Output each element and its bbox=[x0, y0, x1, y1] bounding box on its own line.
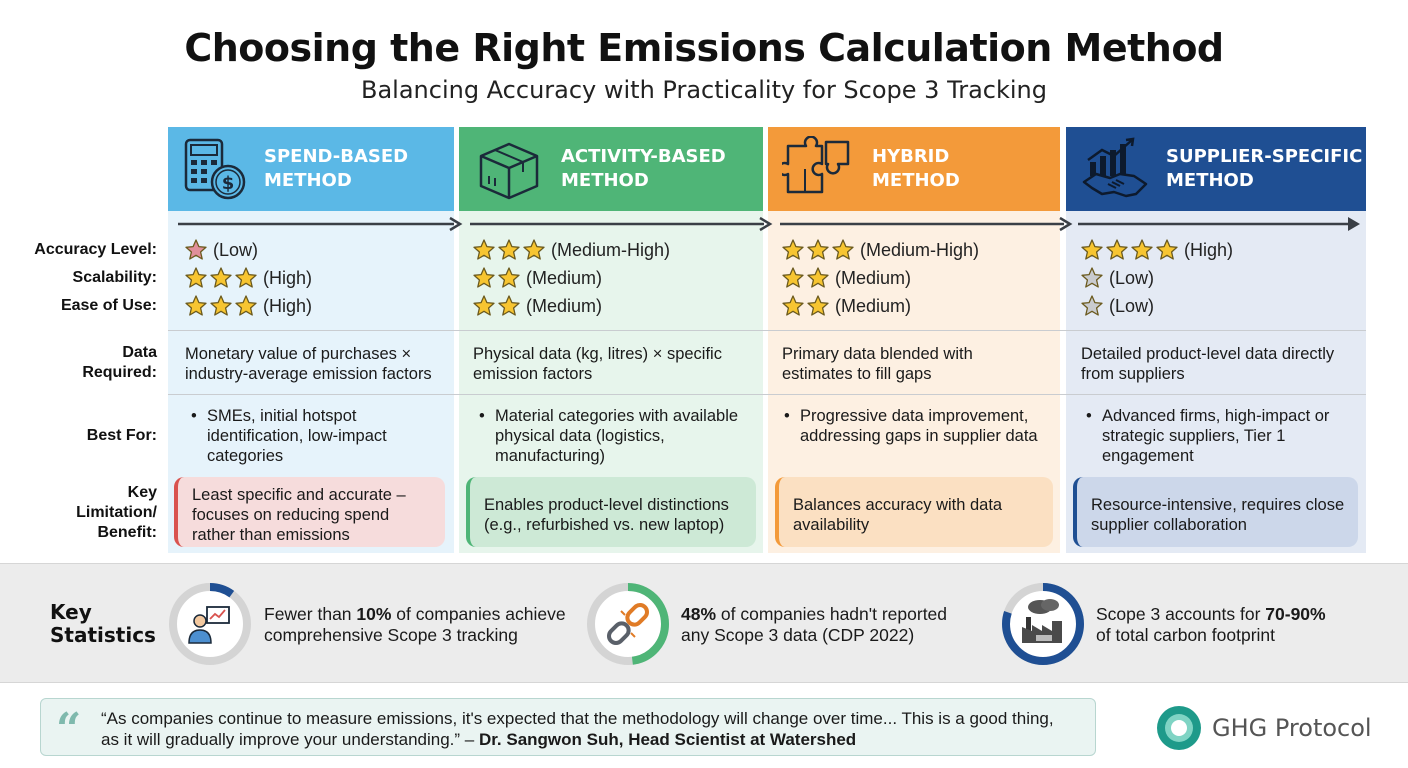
star-icon bbox=[782, 239, 804, 260]
progress-arrow bbox=[178, 216, 463, 232]
star-icon bbox=[782, 267, 804, 288]
method-title-line-1: Spend-Based bbox=[264, 146, 409, 167]
progress-arrow bbox=[780, 216, 1073, 232]
star-icon bbox=[185, 295, 207, 316]
star-icon bbox=[832, 239, 854, 260]
row-label-limitation: Key Limitation/Benefit: bbox=[76, 484, 157, 541]
brand-name: GHG Protocol bbox=[1212, 714, 1372, 742]
ghg-logo-icon bbox=[1157, 706, 1201, 750]
quote-author: Dr. Sangwon Suh, Head Scientist at Water… bbox=[478, 730, 857, 749]
rating-accuracy: (Low) bbox=[184, 237, 258, 263]
page-subtitle: Balancing Accuracy with Practicality for… bbox=[360, 76, 1047, 104]
stat-ring-1 bbox=[169, 583, 251, 665]
progress-arrow bbox=[470, 216, 773, 232]
package-box-icon bbox=[479, 142, 539, 200]
limitation-box: Enables product-level distinctions (e.g.,… bbox=[466, 477, 756, 547]
method-title-line-2: Method bbox=[264, 170, 352, 191]
quote-text: “As companies continue to measure emissi… bbox=[101, 709, 1054, 749]
method-title-line-1: Activity-Based bbox=[561, 146, 726, 167]
star-icon bbox=[498, 239, 520, 260]
star-icon bbox=[807, 295, 829, 316]
quote-box bbox=[40, 698, 1096, 756]
ghg-protocol-brand: GHG Protocol bbox=[1156, 705, 1372, 751]
broken-chain-icon bbox=[606, 602, 650, 646]
rating-accuracy: (High) bbox=[1080, 237, 1233, 263]
star-icon bbox=[1081, 295, 1103, 316]
row-label-best-for: Best For: bbox=[86, 427, 157, 444]
row-separator bbox=[168, 330, 1366, 331]
stat-text-1: Fewer than 10% of companies achieve comp… bbox=[264, 604, 566, 645]
progress-arrow bbox=[1078, 217, 1360, 231]
method-header: $ Spend-Based Method bbox=[168, 127, 454, 211]
star-icon bbox=[1131, 239, 1153, 260]
limitation-box: Least specific and accurate – focuses on … bbox=[174, 477, 445, 547]
star-icon bbox=[498, 295, 520, 316]
rating-ease: (Medium) bbox=[781, 293, 911, 319]
star-icon bbox=[498, 267, 520, 288]
star-icon bbox=[807, 239, 829, 260]
rating-accuracy: (Medium-High) bbox=[472, 237, 670, 263]
star-icon bbox=[473, 239, 495, 260]
star-icon bbox=[1081, 239, 1103, 260]
data-required-text: Physical data (kg, litres) × specific emi… bbox=[473, 345, 722, 383]
method-header: Hybrid Method bbox=[768, 127, 1060, 211]
stat-text-3: Scope 3 accounts for 70-90% of total car… bbox=[1096, 604, 1326, 645]
svg-text:$: $ bbox=[222, 173, 235, 194]
star-icon bbox=[185, 267, 207, 288]
method-title-line-1: Supplier-Specific bbox=[1166, 146, 1363, 167]
method-title-line-2: Method bbox=[561, 170, 649, 191]
limitation-box: Resource-intensive, requires close suppli… bbox=[1073, 477, 1358, 547]
best-for-text: Advanced firms, high-impact orstrategic … bbox=[1080, 406, 1329, 466]
rating-scalability: (High) bbox=[184, 265, 312, 291]
stat-ring-2 bbox=[587, 583, 669, 665]
rating-scalability: (Medium) bbox=[781, 265, 911, 291]
star-icon bbox=[473, 267, 495, 288]
data-required-text: Monetary value of purchases × industry-av… bbox=[185, 345, 432, 383]
quote-mark-icon: “ bbox=[56, 704, 82, 755]
star-icon bbox=[235, 267, 257, 288]
method-header: Activity-Based Method bbox=[459, 127, 763, 211]
rating-scalability: (Medium) bbox=[472, 265, 602, 291]
handshake-chart-icon bbox=[1082, 137, 1148, 198]
row-label-accuracy: Accuracy Level: bbox=[34, 241, 157, 258]
data-required-text: Primary data blended with estimates to fi… bbox=[782, 345, 973, 383]
star-icon bbox=[210, 267, 232, 288]
star-icon bbox=[1156, 239, 1178, 260]
star-icon bbox=[473, 295, 495, 316]
puzzle-pieces-icon bbox=[782, 136, 850, 194]
row-separator bbox=[168, 394, 1366, 395]
star-icon bbox=[807, 267, 829, 288]
method-header: Supplier-Specific Method bbox=[1066, 127, 1366, 211]
star-icon bbox=[235, 295, 257, 316]
star-icon bbox=[523, 239, 545, 260]
row-label-scalability: Scalability: bbox=[72, 269, 157, 286]
rating-accuracy: (Medium-High) bbox=[781, 237, 979, 263]
row-label-data-required: Data Required: bbox=[82, 344, 157, 381]
rating-scalability: (Low) bbox=[1080, 265, 1154, 291]
person-chart-icon bbox=[188, 606, 230, 644]
key-statistics-label: Key Statistics bbox=[50, 600, 156, 647]
page-title: Choosing the Right Emissions Calculation… bbox=[184, 26, 1224, 70]
stat-ring-3 bbox=[1002, 583, 1084, 665]
method-title-line-2: Method bbox=[872, 170, 960, 191]
row-label-ease: Ease of Use: bbox=[60, 297, 157, 314]
star-icon bbox=[210, 295, 232, 316]
star-icon bbox=[782, 295, 804, 316]
data-required-text: Detailed product-level data directly from… bbox=[1081, 345, 1335, 383]
rating-ease: (Low) bbox=[1080, 293, 1154, 319]
calculator-dollar-icon: $ bbox=[184, 138, 246, 200]
method-title-line-1: Hybrid bbox=[872, 146, 950, 167]
method-title-line-2: Method bbox=[1166, 170, 1254, 191]
best-for-text: Progressive data improvement,addressing … bbox=[778, 406, 1038, 446]
rating-ease: (High) bbox=[184, 293, 312, 319]
star-icon bbox=[1106, 239, 1128, 260]
rating-ease: (Medium) bbox=[472, 293, 602, 319]
star-icon bbox=[1081, 267, 1103, 288]
stat-text-2: 48% of companies hadn't reported any Sco… bbox=[681, 604, 948, 645]
best-for-text: Material categories with availablephysic… bbox=[473, 406, 738, 466]
factory-cloud-icon bbox=[1022, 599, 1062, 643]
star-icon bbox=[185, 239, 207, 260]
limitation-box: Balances accuracy with data availability bbox=[775, 477, 1053, 547]
